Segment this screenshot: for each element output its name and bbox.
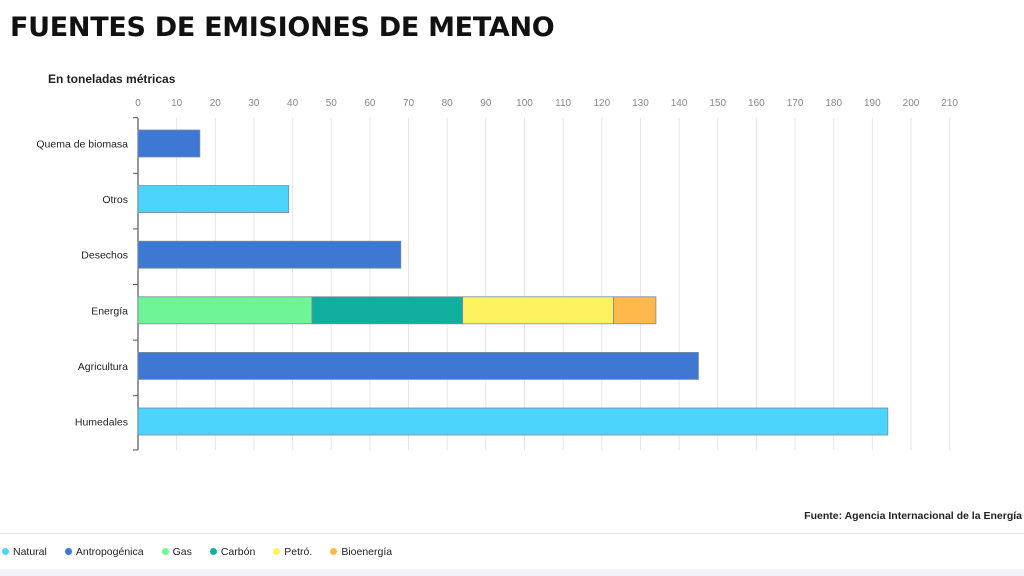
x-tick-label: 200 [903,98,920,109]
legend-dot-icon [64,548,72,555]
legend-item[interactable]: Carbón [209,545,256,558]
bar-segment [311,296,464,325]
bar-segment [137,129,201,158]
y-tick-label: Desechos [81,250,128,262]
y-tick-label: Otros [102,194,128,206]
bar-segment [137,407,889,436]
legend-dot-icon [330,548,338,555]
chart-legend: Natural Antropogénica Gas Carbón Petró. Bioen… [0,533,1024,569]
bar-chart: 0 10 20 30 40 50 60 70 80 90 100 110 120 130 140 150 160… [36,98,958,451]
x-tick-label: 100 [516,98,533,109]
x-tick-label: 210 [941,98,958,109]
bar-segment [137,240,402,269]
x-tick-label: 130 [632,98,649,109]
x-tick-label: 20 [210,98,222,109]
chart-title: FUENTES DE EMISIONES DE METANO [10,12,555,43]
legend-dot-icon [209,548,217,555]
x-tick-label: 160 [748,98,765,109]
bar-segment [137,296,313,325]
legend-item[interactable]: Bioenergía [330,546,392,558]
x-tick-label: 120 [593,98,610,109]
bar-segment [137,185,290,213]
legend-item[interactable]: Gas [161,545,192,558]
bar-segment [137,351,699,380]
y-tick-label: Humedales [75,417,128,429]
x-tick-label: 80 [442,98,454,109]
y-tick-label: Quema de biomasa [36,139,128,151]
legend-label: Carbón [220,545,256,558]
legend-item[interactable]: Natural [2,546,47,558]
legend-dot-icon [2,548,9,555]
y-tick-label: Agricultura [78,361,128,373]
legend-label: Gas [172,545,192,558]
chart-subtitle: En toneladas métricas [48,72,176,86]
x-tick-label: 140 [671,98,688,109]
legend-label: Natural [13,545,47,558]
x-tick-label: 110 [555,98,571,109]
x-tick-label: 90 [480,98,492,109]
x-tick-label: 40 [287,98,299,109]
legend-dot-icon [273,548,281,555]
legend-dot-icon [161,548,169,555]
x-tick-label: 50 [326,98,338,109]
x-tick-label: 0 [135,98,141,109]
x-tick-label: 30 [248,98,260,109]
x-tick-label: 10 [171,98,183,109]
legend-label: Petró. [284,545,313,558]
x-tick-label: 150 [709,98,726,109]
legend-label: Bioenergía [341,545,393,558]
legend-label: Antropogénica [75,545,144,558]
y-tick-label: Energía [91,305,128,317]
x-tick-label: 180 [825,98,842,109]
x-tick-label: 60 [364,98,376,109]
legend-item[interactable]: Antropogénica [64,545,144,558]
x-tick-label: 190 [864,98,881,109]
legend-item[interactable]: Petró. [273,546,312,558]
bar-segment [462,296,614,325]
x-tick-label: 170 [787,98,804,109]
bottom-strip [0,569,1024,576]
x-tick-label: 70 [403,98,415,109]
chart-source: Fuente: Agencia Internacional de la Ener… [804,510,1022,522]
bar-segment [612,296,657,325]
